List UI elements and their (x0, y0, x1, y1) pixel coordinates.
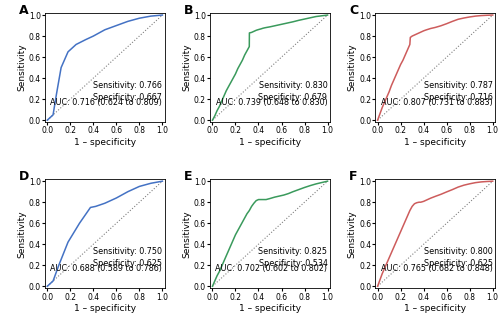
X-axis label: 1 – specificity: 1 – specificity (404, 304, 466, 313)
Text: F: F (349, 170, 358, 183)
Y-axis label: Sensitivity: Sensitivity (182, 210, 191, 258)
Text: E: E (184, 170, 192, 183)
X-axis label: 1 – specificity: 1 – specificity (74, 304, 136, 313)
Text: D: D (18, 170, 29, 183)
Text: C: C (349, 4, 358, 17)
Y-axis label: Sensitivity: Sensitivity (182, 44, 191, 91)
Text: AUC: 0.688 (0.589 to 0.786): AUC: 0.688 (0.589 to 0.786) (50, 264, 162, 273)
X-axis label: 1 – specificity: 1 – specificity (239, 304, 301, 313)
Text: B: B (184, 4, 194, 17)
Text: Sensitivity: 0.800
Specificity: 0.625: Sensitivity: 0.800 Specificity: 0.625 (424, 247, 492, 268)
Text: Sensitivity: 0.766
Specificity: 0.667: Sensitivity: 0.766 Specificity: 0.667 (94, 81, 162, 101)
Text: Sensitivity: 0.825
Specificity: 0.534: Sensitivity: 0.825 Specificity: 0.534 (258, 247, 328, 268)
Text: Sensitivity: 0.830
Specificity: 0.679: Sensitivity: 0.830 Specificity: 0.679 (258, 81, 328, 101)
X-axis label: 1 – specificity: 1 – specificity (239, 138, 301, 147)
Text: AUC: 0.716 (0.624 to 0.809): AUC: 0.716 (0.624 to 0.809) (50, 98, 162, 107)
Text: Sensitivity: 0.750
Specificity: 0.625: Sensitivity: 0.750 Specificity: 0.625 (94, 247, 162, 268)
Text: AUC: 0.765 (0.682 to 0.848): AUC: 0.765 (0.682 to 0.848) (380, 264, 492, 273)
Y-axis label: Sensitivity: Sensitivity (17, 44, 26, 91)
X-axis label: 1 – specificity: 1 – specificity (404, 138, 466, 147)
Y-axis label: Sensitivity: Sensitivity (347, 210, 356, 258)
Text: Sensitivity: 0.787
Specificity: 0.716: Sensitivity: 0.787 Specificity: 0.716 (424, 81, 492, 101)
Y-axis label: Sensitivity: Sensitivity (17, 210, 26, 258)
Text: AUC: 0.739 (0.648 to 0.830): AUC: 0.739 (0.648 to 0.830) (216, 98, 328, 107)
Text: A: A (18, 4, 28, 17)
X-axis label: 1 – specificity: 1 – specificity (74, 138, 136, 147)
Y-axis label: Sensitivity: Sensitivity (347, 44, 356, 91)
Text: AUC: 0.807 (0.731 to 0.883): AUC: 0.807 (0.731 to 0.883) (381, 98, 492, 107)
Text: AUC: 0.702 (0.602 to 0.802): AUC: 0.702 (0.602 to 0.802) (216, 264, 328, 273)
